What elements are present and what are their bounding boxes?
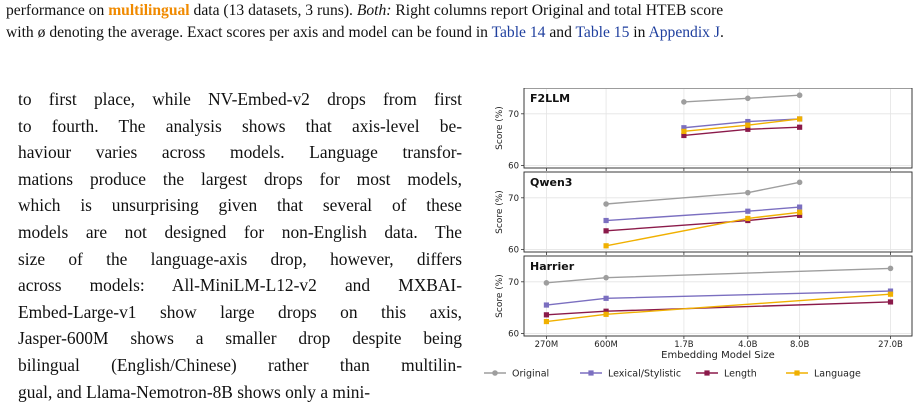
figure-caption: performance on multilingual data (13 dat… [6, 0, 916, 44]
y-axis-label: Score (%) [495, 190, 505, 234]
data-point [603, 311, 609, 317]
panel-border [523, 171, 913, 253]
data-point [603, 274, 609, 281]
caption-line-1: performance on multilingual data (13 dat… [6, 0, 916, 22]
data-point [797, 204, 803, 210]
body-paragraph: to first place, while NV-Embed-v2 drops … [18, 86, 462, 405]
y-tick-label: 60 [508, 161, 519, 171]
legend-label: Language [814, 369, 861, 380]
x-tick-label: 8.0B [790, 340, 810, 350]
x-axis-label: Embedding Model Size [661, 350, 775, 361]
data-point [681, 125, 687, 131]
data-point [796, 92, 803, 99]
caption-text: performance on [6, 2, 109, 19]
x-tick-label: 270M [535, 340, 559, 350]
data-point [681, 128, 687, 134]
caption-highlight-multilingual: multilingual [108, 2, 190, 19]
data-point [887, 265, 894, 272]
body-line: across models: All-MiniLM-L12-v2 and MXB… [18, 275, 462, 296]
y-tick-label: 60 [508, 329, 519, 339]
data-point [887, 288, 894, 294]
data-point [745, 95, 751, 102]
x-tick-label: 4.0B [738, 340, 758, 350]
data-point [603, 217, 609, 224]
x-tick-label: 1.7B [674, 340, 694, 350]
x-tick-label: 600M [594, 340, 618, 350]
data-point [681, 132, 687, 139]
data-point [543, 312, 550, 318]
y-axis-label: Score (%) [495, 274, 505, 318]
legend-label: Original [512, 369, 549, 380]
caption-text: data (13 datasets, 3 runs). [189, 2, 357, 19]
body-line: bilingual (English/Chinese) rather than … [18, 354, 462, 375]
data-point [603, 243, 609, 249]
data-point [681, 99, 687, 105]
body-line: to fourth. The analysis shows that axis-… [18, 115, 462, 136]
data-point [745, 126, 751, 132]
link-appendix-j[interactable]: Appendix J [648, 24, 720, 41]
body-line: Embed-Large-v1 show large drops on this … [18, 301, 462, 322]
caption-text: . [719, 24, 724, 41]
panel-title: Qwen3 [530, 176, 572, 189]
panel-title: Harrier [530, 260, 575, 273]
data-point [543, 302, 550, 308]
data-point [603, 228, 609, 234]
data-point [603, 201, 609, 207]
body-line: size of the language-axis drop, however,… [18, 248, 462, 269]
data-point [603, 308, 609, 314]
y-tick-label: 60 [508, 245, 519, 255]
panel-title: F2LLM [530, 92, 570, 105]
data-point [887, 299, 894, 305]
data-point [603, 295, 609, 301]
panel-border [523, 88, 913, 169]
data-point [796, 179, 803, 186]
body-line: gual, and Llama-Nemotron-8B shows only a… [18, 381, 371, 402]
data-point [797, 124, 803, 130]
legend-label: Lexical/Stylistic [608, 369, 681, 380]
caption-emphasis-both: Both: [356, 2, 392, 19]
legend-label: Length [724, 369, 757, 380]
body-line: haviour varies across models. Language t… [18, 142, 462, 163]
panel-border [523, 255, 913, 337]
legend-marker [588, 370, 594, 376]
link-table-15[interactable]: Table 15 [575, 24, 630, 41]
link-table-14[interactable]: Table 14 [491, 24, 546, 41]
y-axis-label: Score (%) [495, 106, 505, 150]
body-line: models are not designed for non-English … [18, 221, 462, 242]
data-point [887, 291, 894, 297]
data-point [797, 212, 803, 218]
data-point [745, 189, 751, 196]
caption-text: Right columns report Original and total … [391, 2, 724, 19]
body-line: which is unsurprising given that several… [18, 195, 462, 216]
x-tick-label: 27.0B [878, 340, 903, 350]
legend-marker [492, 370, 498, 376]
caption-text: with ø denoting the average. Exact score… [6, 24, 492, 41]
y-tick-label: 70 [508, 278, 519, 288]
caption-text: in [629, 24, 649, 41]
legend-marker [704, 370, 710, 376]
panel-frame [523, 171, 913, 253]
data-point [745, 208, 751, 214]
data-point [797, 116, 803, 122]
y-tick-label: 70 [508, 194, 519, 204]
caption-line-2: with ø denoting the average. Exact score… [6, 22, 916, 44]
data-point [745, 215, 751, 222]
caption-text: and [545, 24, 576, 41]
body-line: Jasper-600M shows a smaller drop despite… [18, 328, 462, 349]
data-point [745, 118, 751, 125]
body-line: to first place, while NV-Embed-v2 drops … [18, 89, 462, 109]
data-point [745, 122, 751, 128]
body-line: mations produce the largest drops for mo… [18, 168, 462, 189]
data-point [543, 280, 550, 286]
legend-marker [794, 370, 800, 376]
data-point [543, 318, 550, 325]
data-point [797, 209, 803, 215]
y-tick-label: 70 [508, 110, 519, 120]
